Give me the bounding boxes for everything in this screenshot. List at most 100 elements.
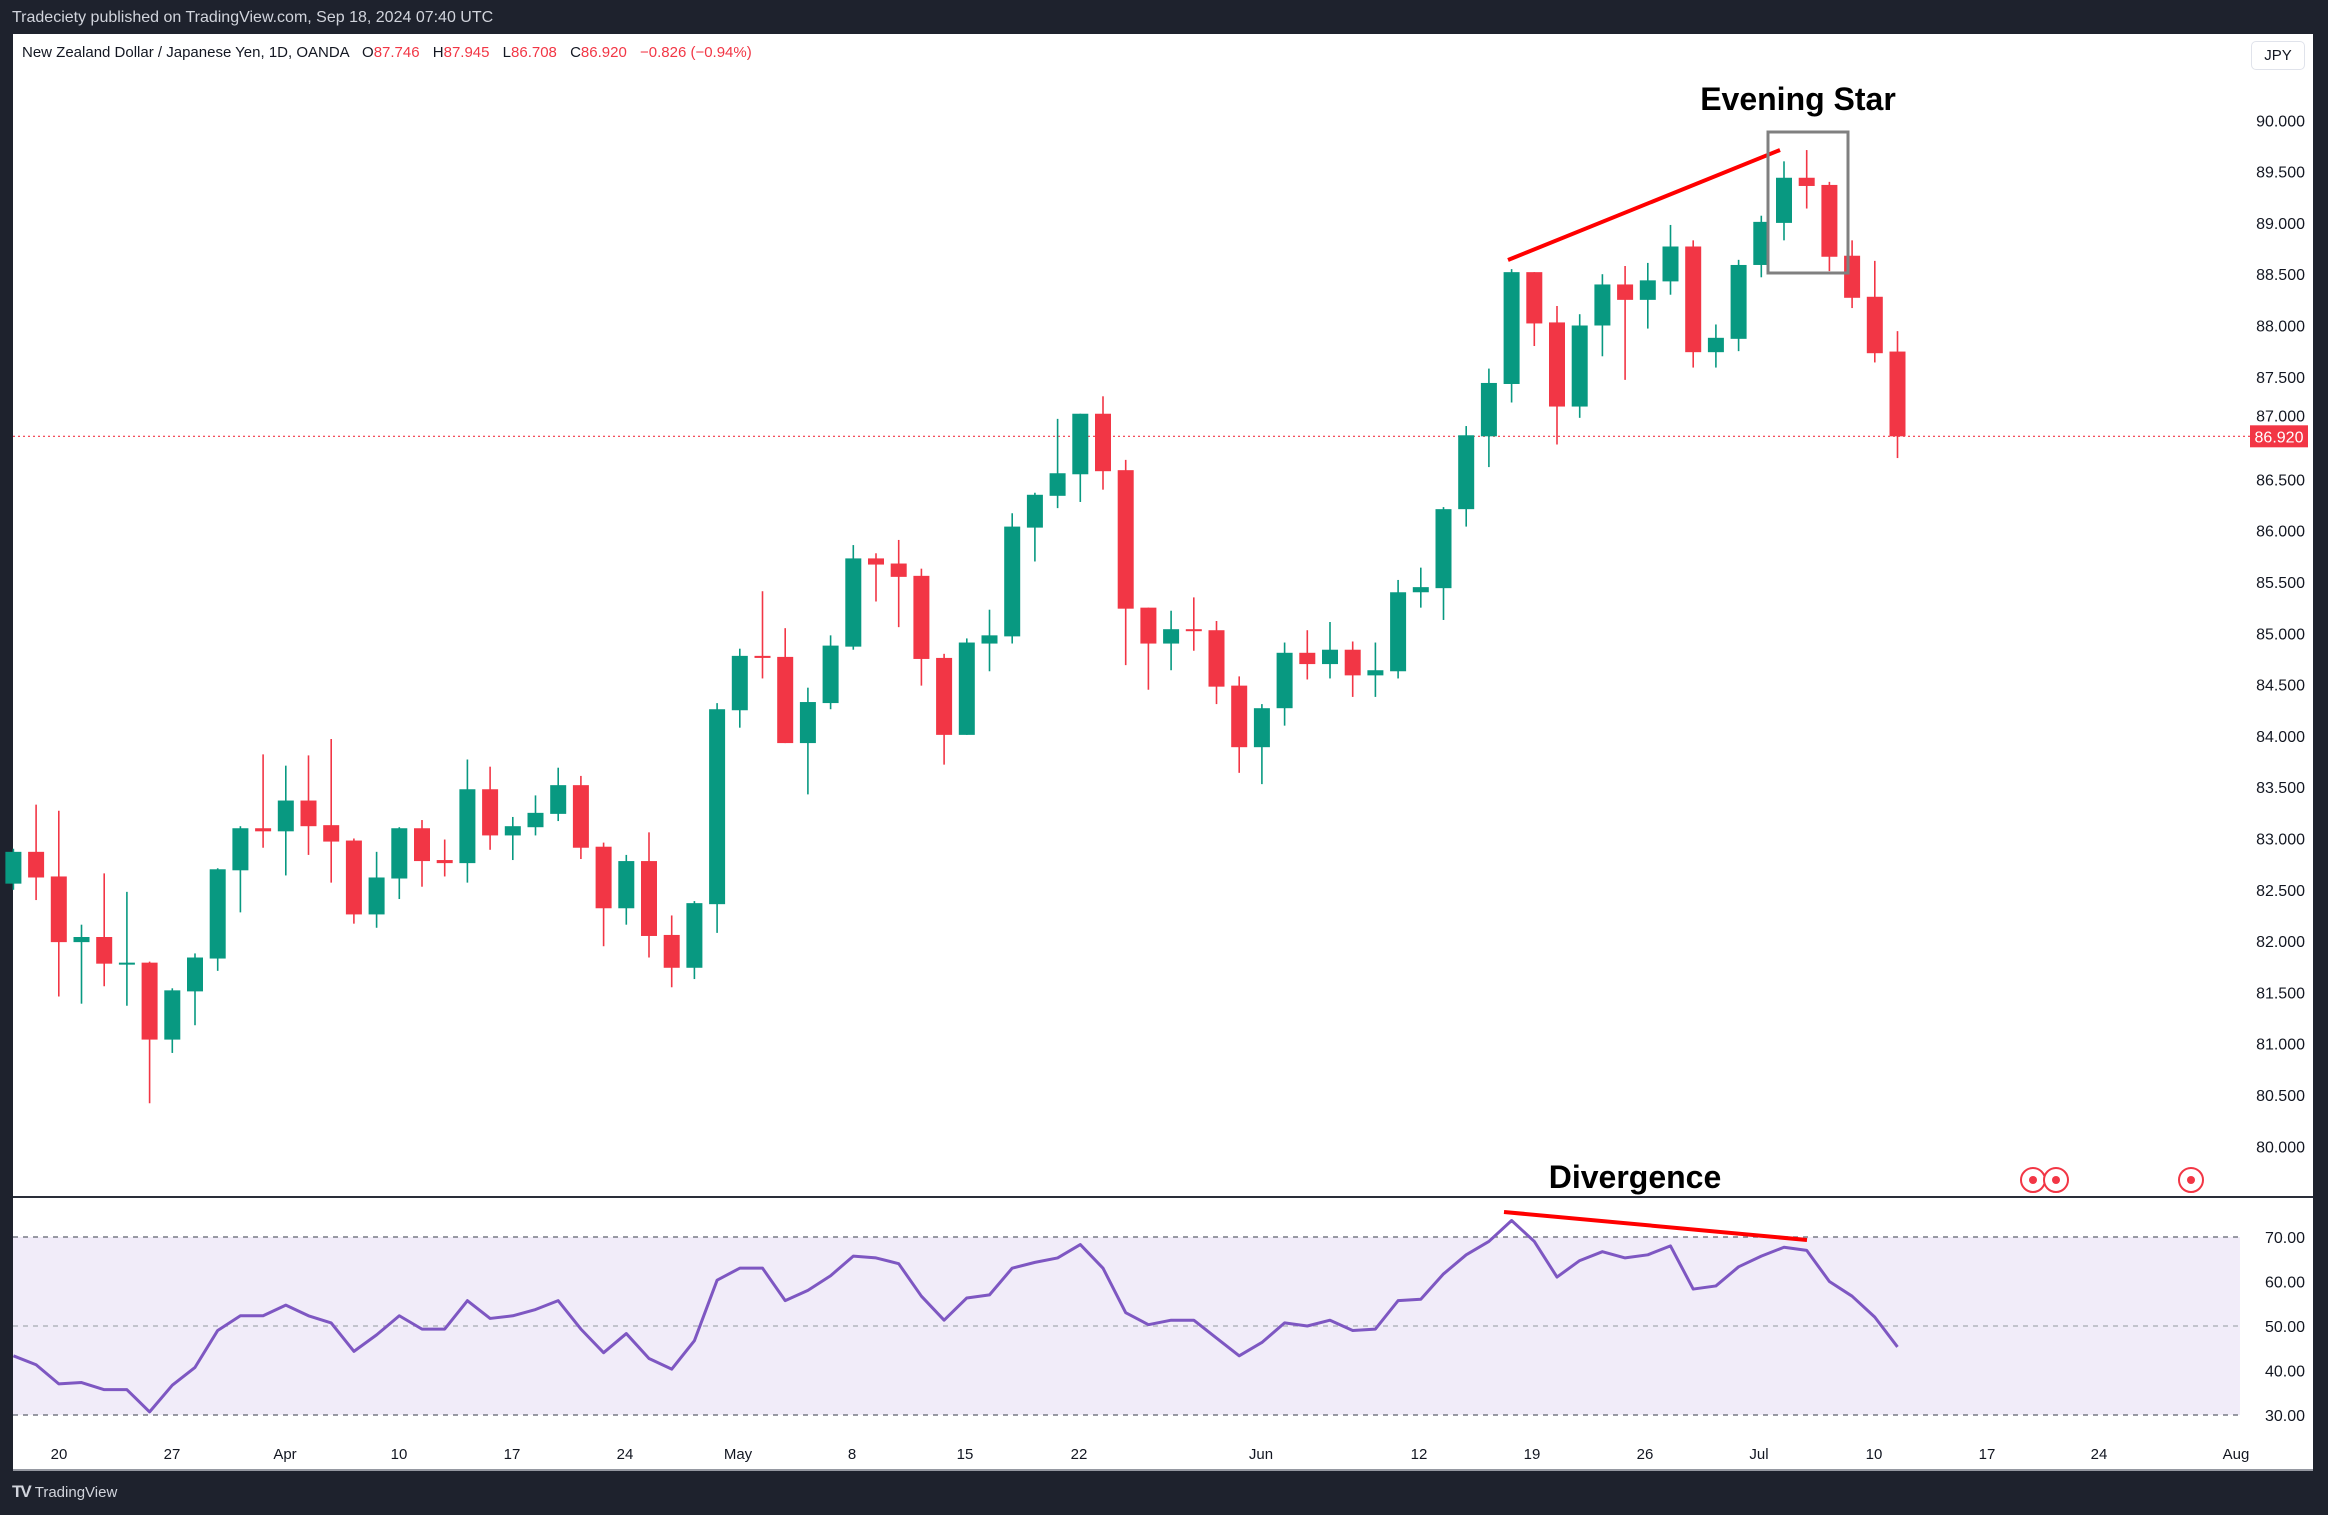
- candle-body: [1594, 284, 1611, 326]
- candle: [1753, 215, 1770, 278]
- tradingview-logo-icon[interactable]: TV: [12, 1482, 32, 1501]
- candle: [1344, 641, 1361, 697]
- candle: [50, 810, 67, 997]
- candle-body: [436, 860, 453, 864]
- candle: [1412, 567, 1429, 608]
- candlestick-series: [5, 150, 1906, 1104]
- candle-body: [709, 709, 726, 905]
- price-axis-label: 81.000: [2256, 1037, 2305, 1054]
- currency-button[interactable]: JPY: [2251, 41, 2305, 70]
- candle-body: [1299, 652, 1316, 665]
- candle-body: [209, 869, 226, 959]
- symbol-name[interactable]: New Zealand Dollar / Japanese Yen, 1D, O…: [22, 44, 349, 61]
- candle-body: [1049, 473, 1066, 496]
- close-label: C: [570, 44, 581, 61]
- candle-body: [28, 851, 45, 878]
- candle: [1231, 676, 1248, 773]
- candle-body: [1798, 177, 1815, 186]
- candle-body: [981, 635, 998, 644]
- candle-body: [1322, 649, 1338, 665]
- chart-pane[interactable]: [13, 34, 2313, 1470]
- candle: [1549, 306, 1565, 445]
- candle: [1390, 579, 1407, 679]
- candle-body: [5, 851, 22, 884]
- candle: [1049, 418, 1066, 509]
- candle-body: [1185, 629, 1202, 632]
- candle-body: [323, 825, 340, 842]
- candle: [799, 687, 816, 795]
- candle-body: [118, 962, 135, 965]
- rsi-axis-label: 40.00: [2265, 1364, 2305, 1381]
- candle: [1299, 630, 1316, 680]
- candle-body: [1435, 509, 1452, 589]
- candle-body: [754, 655, 771, 658]
- candle-body: [1390, 592, 1407, 672]
- price-axis-label: 90.000: [2256, 113, 2305, 130]
- candle-body: [913, 575, 930, 659]
- event-marker-icon[interactable]: [2020, 1167, 2046, 1193]
- last-price-label: 86.920: [2255, 429, 2304, 446]
- candle-body: [1866, 296, 1883, 354]
- candle: [890, 539, 907, 628]
- candle-body: [572, 785, 589, 848]
- candle: [1026, 492, 1043, 562]
- price-axis-label: 82.000: [2256, 934, 2305, 951]
- candle: [1730, 259, 1747, 352]
- candle-body: [1095, 413, 1111, 472]
- candle-body: [1503, 272, 1520, 384]
- price-axis-label: 83.500: [2256, 780, 2305, 797]
- candle: [1889, 331, 1906, 459]
- last-price-box: [2250, 425, 2308, 448]
- time-axis-label: Jul: [1749, 1446, 1768, 1463]
- candle: [1367, 642, 1384, 697]
- candle-body: [1707, 337, 1724, 353]
- candle-body: [822, 645, 839, 704]
- candle: [5, 848, 22, 890]
- open-value: 87.746: [373, 44, 420, 61]
- candle-body: [686, 903, 703, 968]
- candle-body: [1753, 221, 1770, 265]
- candle-body: [1026, 494, 1043, 528]
- candle-body: [1685, 246, 1702, 353]
- event-marker-icon[interactable]: [2178, 1167, 2204, 1193]
- candle: [1571, 314, 1588, 418]
- time-axis-label: 22: [1071, 1446, 1088, 1463]
- rsi-axis-label: 70.00: [2265, 1230, 2305, 1247]
- time-axis-label: 17: [1979, 1446, 1996, 1463]
- time-axis-label: 15: [957, 1446, 974, 1463]
- candle: [1208, 620, 1225, 705]
- candle: [164, 988, 181, 1053]
- event-marker-icon[interactable]: [2043, 1167, 2069, 1193]
- evening-star-box: [1766, 130, 1850, 275]
- candle-body: [618, 861, 635, 909]
- candle-body: [1526, 272, 1543, 324]
- candle: [141, 961, 158, 1104]
- price-axis-label: 81.500: [2256, 985, 2305, 1002]
- candle-body: [414, 828, 430, 862]
- candle-body: [799, 702, 816, 744]
- candle: [663, 915, 680, 988]
- price-axis-label: 88.500: [2256, 267, 2305, 284]
- candle: [1821, 181, 1838, 272]
- change-value: −0.826 (−0.94%): [639, 44, 752, 61]
- candle: [777, 628, 794, 744]
- time-axis-label: 19: [1524, 1446, 1541, 1463]
- candle: [345, 838, 362, 924]
- price-axis-label: 88.000: [2256, 319, 2305, 336]
- footer-brand[interactable]: TradingView: [34, 1483, 118, 1501]
- candle-body: [1639, 280, 1656, 300]
- candle: [1276, 642, 1293, 726]
- candle: [1526, 272, 1543, 347]
- candle-body: [1004, 526, 1021, 637]
- candle-body: [1163, 629, 1180, 644]
- time-axis-label: Apr: [273, 1446, 296, 1463]
- candle-body: [890, 563, 907, 577]
- candle-body: [1253, 708, 1270, 748]
- candle: [1707, 324, 1724, 368]
- candle: [1117, 459, 1134, 666]
- candle-body: [1231, 685, 1248, 748]
- candle: [1253, 704, 1270, 785]
- candle-body: [300, 800, 317, 827]
- event-marker-dot: [2029, 1176, 2037, 1184]
